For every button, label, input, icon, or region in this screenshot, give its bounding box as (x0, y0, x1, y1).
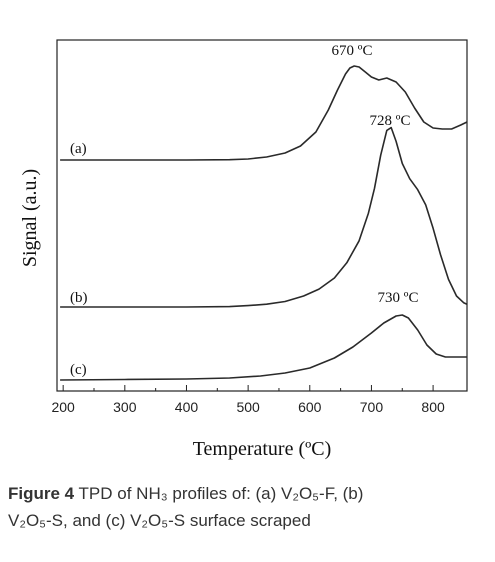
series-lines (60, 65, 468, 381)
x-tick-label: 500 (236, 399, 260, 415)
peak-temperature-label: 730 ºC (378, 290, 419, 306)
peak-temperature-label: 728 ºC (370, 113, 411, 129)
y-axis-title: Signal (a.u.) (19, 169, 41, 267)
peak-temperature-label: 670 ºC (332, 43, 373, 59)
x-axis-title: Temperature (ºC) (193, 438, 332, 460)
series-name-label: (a) (70, 141, 87, 157)
x-tick-label: 400 (175, 399, 199, 415)
tpd-chart: 200 300 400 500 600 700 800 (a) 670 ºC (b) 728 ºC… (19, 39, 468, 460)
caption-line-2: V₂O₅-S, and (c) V₂O₅-S surface scraped (8, 511, 311, 530)
series-name-label: (c) (70, 362, 87, 378)
x-tick-label: 200 (51, 399, 75, 415)
caption-line-1: TPD of NH₃ profiles of: (a) V₂O₅-F, (b) (78, 484, 364, 503)
series-labels: (a) 670 ºC (b) 728 ºC (c) 730 ºC (70, 43, 418, 378)
x-tick-label: 300 (113, 399, 137, 415)
series-line (60, 314, 467, 381)
series-line (60, 65, 468, 161)
x-axis-ticks: 200 300 400 500 600 700 800 (51, 385, 445, 415)
x-tick-label: 800 (421, 399, 445, 415)
plot-frame (56, 39, 468, 392)
caption-figure-label: Figure 4 (8, 484, 75, 503)
series-name-label: (b) (70, 290, 88, 306)
figure-caption: Figure 4 TPD of NH₃ profiles of: (a) V₂O… (8, 480, 486, 534)
x-tick-label: 600 (298, 399, 322, 415)
series-line (60, 126, 468, 308)
x-tick-label: 700 (360, 399, 384, 415)
